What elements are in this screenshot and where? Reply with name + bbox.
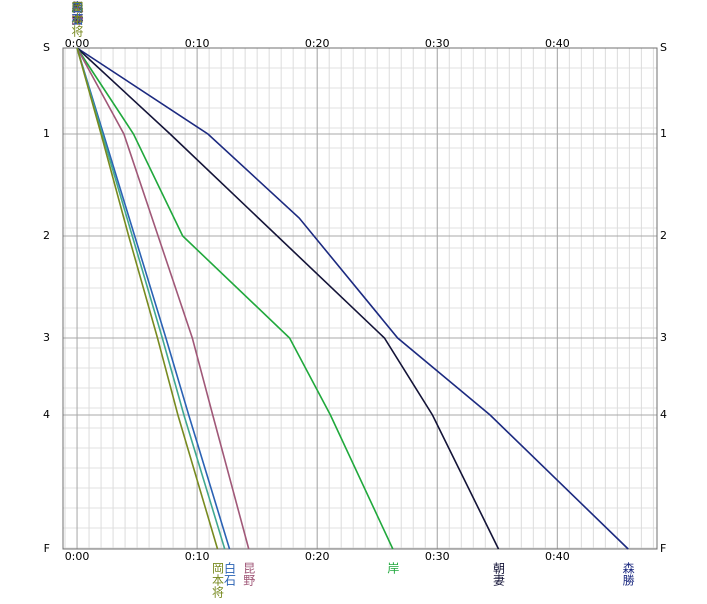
series-label: 昆野 [70,1,84,25]
series-label: 朝妻 [70,1,84,26]
series-line [76,47,629,550]
y-tick-label: 4 [660,408,667,421]
y-tick-label: 3 [43,331,50,344]
series-label: 森勝 [70,0,84,25]
x-tick-label: 0:30 [425,37,450,50]
series-label: 森勝 [621,561,635,586]
y-tick-label: 1 [660,127,667,140]
series-line [76,47,250,550]
y-tick-label: 1 [43,127,50,140]
x-tick-label: 0:30 [425,550,450,563]
series-label: 朝妻 [492,562,506,587]
series-line [76,47,231,550]
y-tick-label: 4 [43,408,50,421]
series-line [76,47,500,550]
series-label: 白石 [223,561,237,586]
x-tick-label: 0:00 [65,550,90,563]
plot-frame [62,47,658,550]
series-label: 岸 [386,562,400,574]
x-tick-label: 0:20 [305,550,330,563]
x-tick-label: 0:10 [185,37,210,50]
series-label: 岡本将 [70,1,84,37]
series-label: 昆野 [242,562,256,586]
y-tick-label: F [660,542,666,555]
series-label: 白石 [70,0,84,25]
x-tick-label: 0:40 [545,37,570,50]
x-tick-label: 0:00 [65,37,90,50]
x-tick-label: 0:40 [545,550,570,563]
x-tick-label: 0:10 [185,550,210,563]
series-line [76,47,394,550]
series-line [76,47,226,550]
y-tick-label: 2 [660,229,667,242]
series-line [76,47,219,550]
y-tick-label: S [660,41,667,54]
series-label: 岡本将 [211,562,225,598]
y-tick-label: F [44,542,50,555]
y-tick-label: S [43,41,50,54]
series-label: 岸 [70,1,84,13]
y-tick-label: 2 [43,229,50,242]
x-tick-label: 0:20 [305,37,330,50]
y-tick-label: 3 [660,331,667,344]
